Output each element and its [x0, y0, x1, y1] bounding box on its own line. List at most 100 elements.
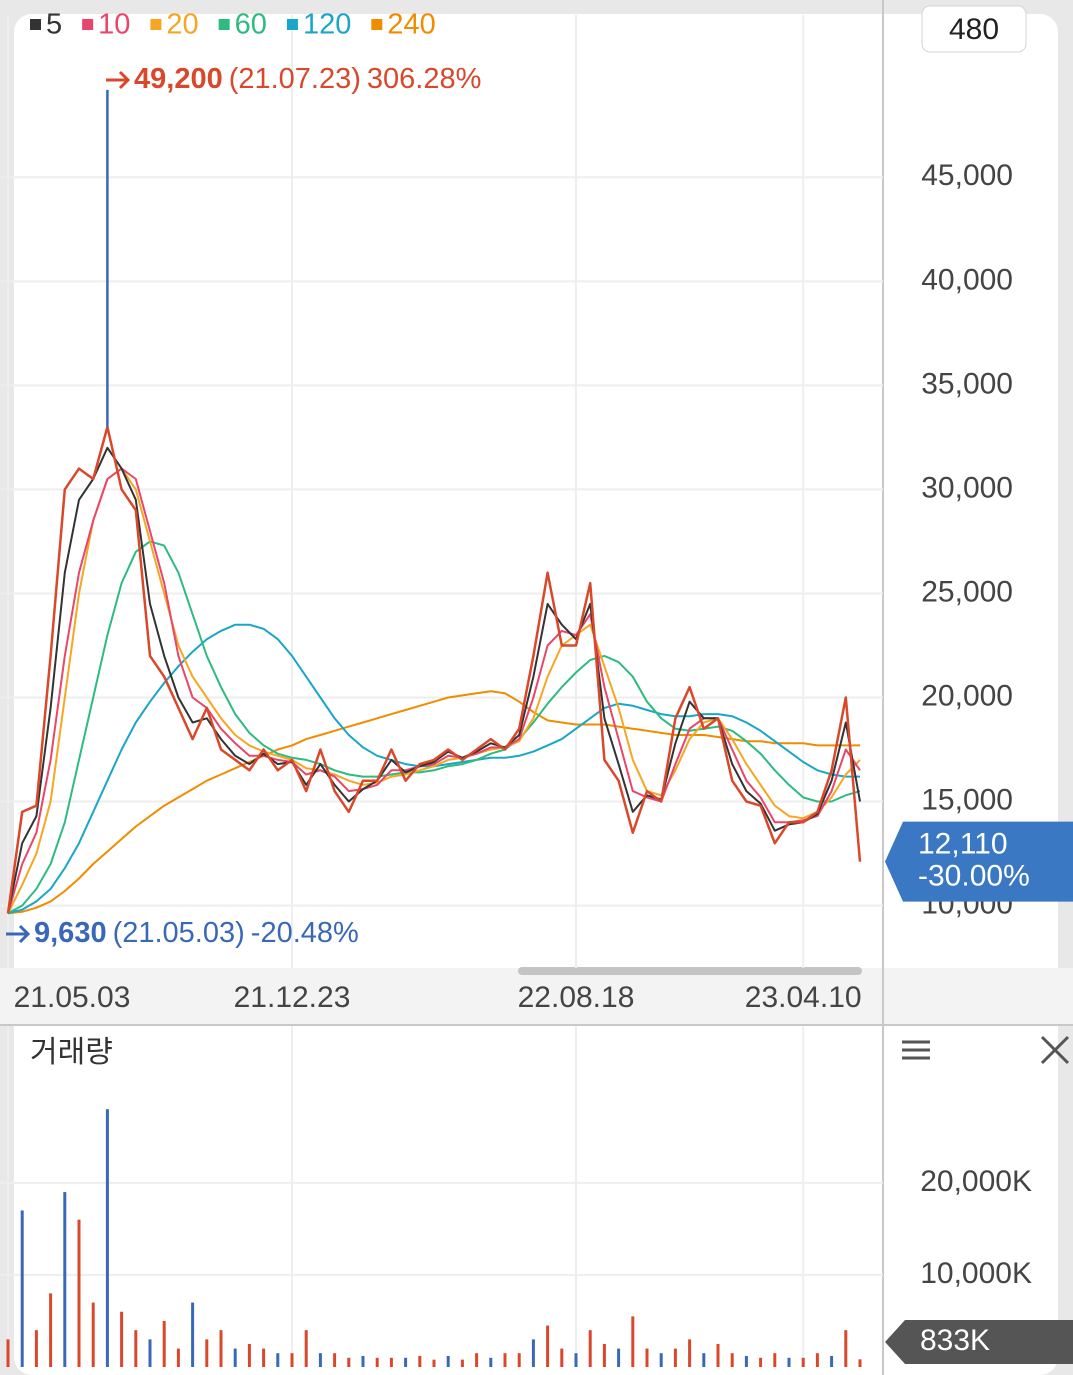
volume-bar — [503, 1353, 507, 1367]
volume-bar — [716, 1343, 720, 1367]
volume-bar — [574, 1353, 578, 1367]
volume-bar — [91, 1302, 95, 1367]
y-tick-label: 25,000 — [921, 575, 1013, 608]
volume-bar — [34, 1330, 38, 1367]
x-axis-band — [0, 968, 1073, 1025]
volume-bar — [63, 1192, 67, 1367]
legend-label: 240 — [387, 9, 435, 41]
volume-bar — [517, 1353, 521, 1367]
volume-bar — [20, 1210, 24, 1367]
legend-swatch — [150, 19, 162, 30]
volume-bar — [801, 1357, 805, 1367]
volume-bar — [49, 1293, 53, 1367]
volume-bar — [432, 1359, 436, 1367]
volume-bar — [446, 1355, 450, 1367]
price-tag-change: -30.00% — [918, 860, 1030, 893]
y-tick-label: 10,000K — [920, 1257, 1032, 1290]
volume-bar — [276, 1353, 280, 1367]
volume-bar — [858, 1359, 862, 1367]
volume-bar — [191, 1302, 195, 1367]
x-tick-label: 23.04.10 — [745, 981, 862, 1014]
volume-tag — [885, 1320, 1073, 1364]
volume-bar — [560, 1348, 564, 1367]
period-label[interactable]: 480 — [949, 13, 999, 46]
high-arrow — [106, 70, 131, 90]
volume-bar — [318, 1353, 322, 1367]
y-tick-label: 30,000 — [921, 471, 1013, 504]
y-tick-label: 20,000K — [920, 1165, 1032, 1198]
period-button[interactable] — [921, 5, 1027, 53]
volume-bar — [744, 1355, 748, 1367]
volume-bar — [205, 1339, 209, 1367]
volume-bar — [489, 1357, 493, 1367]
high-annotation: 49,200 (21.07.23) 306.28% — [134, 63, 481, 95]
volume-bar — [730, 1353, 734, 1367]
card — [14, 14, 1058, 1375]
volume-bar — [304, 1330, 308, 1367]
volume-bar — [333, 1353, 337, 1367]
legend-label: 120 — [303, 9, 351, 41]
volume-bar — [134, 1330, 138, 1367]
volume-bar — [844, 1330, 848, 1367]
high-date: (21.07.23) — [229, 63, 361, 95]
legend-label: 10 — [98, 9, 130, 41]
legend-swatch — [371, 19, 383, 30]
volume-bar — [219, 1330, 223, 1367]
volume-bar — [375, 1357, 379, 1367]
price-line — [6, 425, 862, 914]
volume-bar — [262, 1348, 266, 1367]
menu-icon[interactable] — [902, 1040, 930, 1060]
legend-swatch — [286, 19, 298, 30]
volume-bar — [460, 1359, 464, 1367]
price-tag — [885, 821, 1073, 902]
volume-bar — [617, 1348, 621, 1367]
volume-bar — [830, 1355, 834, 1367]
volume-bar — [673, 1348, 677, 1367]
legend-swatch — [218, 19, 230, 30]
volume-bar — [361, 1355, 365, 1367]
volume-bar — [290, 1353, 294, 1367]
legend-swatch — [30, 19, 41, 30]
volume-bar — [105, 1109, 109, 1367]
volume-bar — [148, 1339, 152, 1367]
low-date: (21.05.03) — [113, 917, 245, 949]
volume-bar — [475, 1353, 479, 1367]
volume-bar — [347, 1357, 351, 1367]
volume-title: 거래량 — [30, 1036, 113, 1069]
volume-bar — [6, 1339, 10, 1367]
volume-bar — [404, 1357, 408, 1367]
y-tick-label: 45,000 — [921, 159, 1013, 192]
volume-bar — [531, 1339, 535, 1367]
volume-bar — [702, 1353, 706, 1367]
x-tick-label: 21.05.03 — [14, 981, 131, 1014]
volume-bar — [247, 1343, 251, 1367]
volume-bar — [418, 1355, 422, 1367]
x-tick-label: 22.08.18 — [518, 981, 635, 1014]
volume-bar — [77, 1219, 81, 1367]
high-change: 306.28% — [367, 63, 482, 95]
price-tag-label: 12,110 — [918, 828, 1008, 861]
high-label: 49,200 — [134, 63, 223, 95]
legend-label: 5 — [46, 9, 62, 41]
x-tick-label: 21.12.23 — [234, 981, 351, 1014]
volume-bar — [546, 1325, 550, 1367]
volume-bar — [773, 1353, 777, 1367]
legend-label: 60 — [235, 9, 267, 41]
close-icon[interactable] — [1040, 1035, 1070, 1065]
volume-bar — [659, 1353, 663, 1367]
volume-bar — [759, 1357, 763, 1367]
volume-tag-label: 833K — [920, 1324, 990, 1357]
volume-bar — [787, 1357, 791, 1367]
volume-bar — [645, 1348, 649, 1367]
y-tick-label: 40,000 — [921, 263, 1013, 296]
volume-bar — [120, 1311, 124, 1367]
legend-swatch — [82, 19, 94, 30]
legend-label: 20 — [166, 9, 198, 41]
volume-bar — [588, 1330, 592, 1367]
scrollbar[interactable] — [518, 967, 862, 975]
low-arrow — [6, 924, 31, 944]
volume-bar — [815, 1353, 819, 1367]
volume-bar — [389, 1357, 393, 1367]
